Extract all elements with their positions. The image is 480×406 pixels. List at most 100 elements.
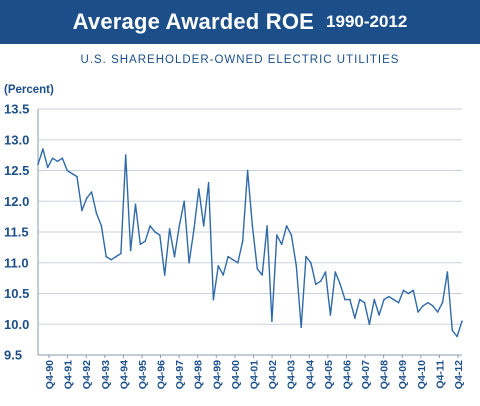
data-point-30 — [183, 200, 185, 203]
data-point-6 — [66, 169, 68, 172]
y-tick-label-1: 13.0 — [4, 132, 29, 147]
data-point-45 — [256, 268, 259, 270]
data-point-66 — [358, 298, 361, 301]
data-point-61 — [334, 271, 337, 273]
data-point-4 — [56, 160, 59, 163]
data-point-69 — [373, 298, 376, 301]
data-point-82 — [436, 311, 439, 313]
data-point-41 — [237, 262, 239, 264]
data-point-24 — [154, 231, 156, 233]
x-tick-label-8: Q4-98 — [193, 360, 205, 389]
data-point-79 — [422, 305, 424, 307]
data-point-0 — [37, 163, 39, 166]
data-point-10 — [85, 197, 88, 199]
data-point-85 — [451, 329, 454, 332]
data-point-33 — [198, 188, 200, 190]
data-point-87 — [461, 320, 463, 323]
y-tick-label-4: 11.5 — [4, 225, 29, 240]
data-point-23 — [149, 225, 151, 227]
data-point-18 — [124, 154, 127, 156]
data-point-13 — [100, 225, 103, 227]
x-tick-label-7: Q4-97 — [174, 360, 186, 389]
y-tick-label-0: 13.5 — [4, 102, 29, 117]
x-tick-label-18: Q4-08 — [379, 360, 391, 389]
data-point-37 — [217, 265, 220, 267]
data-point-80 — [427, 301, 429, 304]
data-point-65 — [354, 317, 356, 319]
data-point-50 — [280, 243, 283, 246]
data-point-58 — [319, 280, 322, 283]
data-point-28 — [173, 255, 176, 258]
x-tick-label-5: Q4-95 — [137, 360, 149, 389]
data-point-67 — [363, 301, 366, 304]
data-point-16 — [115, 255, 117, 258]
data-point-26 — [163, 274, 166, 276]
data-point-52 — [290, 234, 293, 236]
data-point-75 — [402, 289, 405, 292]
data-point-7 — [71, 172, 73, 175]
y-tick-label-6: 10.5 — [4, 286, 29, 301]
data-point-2 — [46, 166, 49, 169]
data-point-5 — [61, 157, 64, 159]
x-tick-label-21: Q4-11 — [434, 360, 446, 389]
data-point-40 — [232, 258, 234, 261]
data-point-15 — [110, 258, 112, 261]
x-tick-label-19: Q4-09 — [397, 360, 409, 389]
chart-title: Average Awarded ROE — [72, 9, 315, 34]
data-point-9 — [81, 209, 83, 212]
data-point-47 — [266, 225, 268, 227]
y-axis-unit-label: (Percent) — [4, 84, 54, 96]
x-tick-label-15: Q4-05 — [323, 360, 335, 389]
x-tick-label-0: Q4-90 — [44, 360, 56, 389]
data-point-55 — [305, 255, 307, 258]
data-point-48 — [271, 320, 273, 323]
x-tick-label-14: Q4-04 — [304, 360, 316, 389]
x-tick-label-11: Q4-01 — [249, 360, 261, 389]
data-point-21 — [139, 243, 142, 246]
data-point-68 — [368, 323, 371, 326]
data-point-74 — [397, 301, 400, 304]
data-point-38 — [222, 274, 224, 276]
data-point-31 — [188, 262, 190, 264]
data-point-27 — [168, 228, 171, 230]
y-tick-label-3: 12.0 — [4, 194, 29, 209]
data-point-44 — [251, 225, 254, 227]
x-tick-label-1: Q4-91 — [63, 360, 75, 389]
title-banner: Average Awarded ROE 1990-2012 — [0, 0, 480, 44]
data-point-81 — [432, 305, 434, 307]
y-tick-label-8: 9.5 — [4, 348, 22, 363]
data-point-53 — [295, 265, 298, 267]
data-point-3 — [51, 157, 54, 159]
data-point-60 — [329, 314, 332, 316]
data-point-42 — [241, 240, 244, 242]
data-point-54 — [300, 326, 303, 329]
x-tick-label-4: Q4-94 — [118, 360, 130, 389]
x-tick-label-22: Q4-12 — [453, 360, 465, 389]
data-point-11 — [90, 191, 93, 193]
data-point-62 — [339, 283, 342, 286]
data-point-73 — [393, 298, 395, 301]
data-point-17 — [120, 252, 122, 255]
data-point-78 — [417, 311, 419, 313]
roe-series-line — [37, 148, 463, 338]
data-point-49 — [276, 234, 278, 236]
data-point-36 — [212, 298, 215, 301]
y-tick-label-2: 12.5 — [4, 163, 29, 178]
data-point-19 — [129, 249, 132, 252]
data-point-29 — [178, 225, 181, 227]
data-point-57 — [315, 283, 317, 286]
data-point-46 — [261, 274, 264, 276]
data-point-35 — [207, 182, 210, 184]
data-point-70 — [378, 314, 380, 316]
x-tick-label-6: Q4-96 — [156, 360, 168, 389]
x-tick-label-16: Q4-06 — [341, 360, 353, 389]
data-point-71 — [383, 298, 385, 301]
x-tick-label-2: Q4-92 — [81, 360, 93, 389]
data-point-56 — [310, 262, 312, 264]
x-tick-label-3: Q4-93 — [100, 360, 112, 389]
data-point-20 — [134, 203, 137, 206]
data-point-76 — [407, 292, 410, 295]
data-point-43 — [246, 169, 249, 172]
data-point-22 — [144, 240, 146, 242]
